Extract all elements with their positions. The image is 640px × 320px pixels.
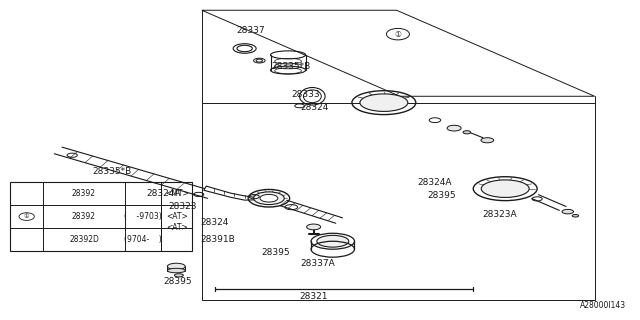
Text: 28392D: 28392D (69, 235, 99, 244)
Ellipse shape (317, 235, 349, 247)
Text: 28333: 28333 (291, 90, 319, 99)
Text: (    -9703): ( -9703) (124, 212, 162, 221)
Text: 28323A: 28323A (483, 210, 518, 219)
Ellipse shape (253, 192, 284, 204)
Text: 28337A: 28337A (301, 259, 335, 268)
Text: A28000I143: A28000I143 (580, 301, 627, 310)
Text: 28395: 28395 (261, 248, 290, 257)
Text: 28335*B: 28335*B (271, 61, 311, 70)
Text: <MT>: <MT> (165, 189, 189, 198)
Ellipse shape (572, 214, 579, 217)
Ellipse shape (481, 138, 493, 143)
Ellipse shape (168, 263, 185, 270)
Ellipse shape (447, 125, 461, 131)
Text: <AT>: <AT> (166, 223, 188, 232)
Ellipse shape (562, 209, 573, 214)
Text: 28337: 28337 (237, 27, 266, 36)
Ellipse shape (237, 45, 252, 52)
Text: ①: ① (24, 214, 29, 219)
Ellipse shape (307, 224, 321, 230)
Text: 28323: 28323 (168, 202, 197, 211)
Polygon shape (204, 186, 256, 200)
Ellipse shape (463, 131, 470, 134)
Ellipse shape (168, 268, 185, 273)
Ellipse shape (481, 180, 529, 197)
Text: 28321: 28321 (300, 292, 328, 301)
Text: 28324: 28324 (200, 218, 229, 227)
Text: 28324A: 28324A (418, 178, 452, 187)
Text: 28392: 28392 (72, 212, 96, 221)
Text: 28392: 28392 (72, 189, 96, 198)
Text: 28391B: 28391B (200, 235, 235, 244)
Ellipse shape (174, 274, 183, 277)
Ellipse shape (360, 94, 408, 111)
Text: 28335*B: 28335*B (93, 167, 132, 176)
Text: 28395: 28395 (427, 190, 456, 200)
Text: 28324: 28324 (301, 103, 329, 112)
Ellipse shape (303, 90, 321, 103)
Text: 28395: 28395 (163, 276, 192, 285)
Bar (10, 182, 192, 251)
Text: <AT>: <AT> (166, 212, 188, 221)
Text: 28324A: 28324A (147, 189, 180, 198)
Text: (9704-    ): (9704- ) (124, 235, 162, 244)
Ellipse shape (256, 59, 262, 62)
Text: ①: ① (394, 30, 401, 39)
Ellipse shape (260, 195, 278, 202)
